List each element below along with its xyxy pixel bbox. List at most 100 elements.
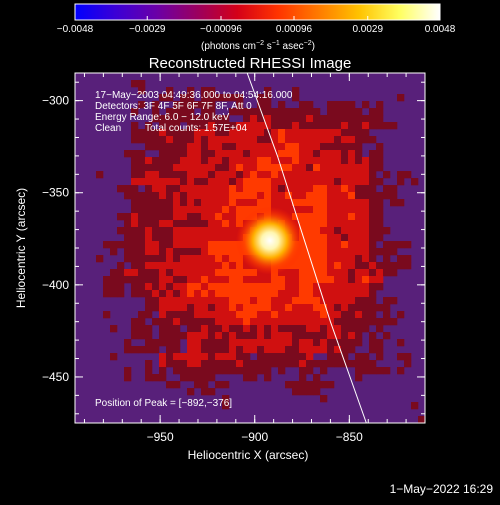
- heatmap-cell: [145, 164, 153, 172]
- heatmap-cell: [285, 143, 293, 151]
- heatmap-cell: [173, 297, 181, 305]
- heatmap-cell: [299, 227, 307, 235]
- heatmap-cell: [222, 129, 230, 137]
- heatmap-cell: [236, 283, 244, 291]
- heatmap-cell: [250, 325, 258, 333]
- heatmap-cell: [348, 360, 356, 368]
- heatmap-cell: [222, 178, 230, 186]
- x-axis-ticks: −950 −900 −850: [83, 73, 426, 444]
- heatmap-cell: [187, 262, 195, 270]
- heatmap-cell: [159, 178, 167, 186]
- heatmap-cell: [194, 129, 202, 137]
- heatmap-cell: [271, 283, 279, 291]
- chart-title: Reconstructed RHESSI Image: [149, 55, 352, 72]
- heatmap-cell: [201, 227, 209, 235]
- heatmap-cell: [306, 213, 314, 221]
- heatmap-cell: [313, 311, 321, 319]
- heatmap-cell: [236, 178, 244, 186]
- heatmap-cell: [285, 381, 293, 389]
- heatmap-cell: [348, 143, 356, 151]
- heatmap-cell: [215, 206, 223, 214]
- heatmap-cell: [299, 283, 307, 291]
- heatmap-cell: [201, 101, 209, 109]
- heatmap-cell: [334, 227, 342, 235]
- heatmap-cell: [264, 87, 272, 95]
- heatmap-cell: [103, 283, 111, 291]
- heatmap-cell: [271, 164, 279, 172]
- heatmap-cell: [229, 248, 237, 256]
- heatmap-cell: [313, 290, 321, 298]
- heatmap-cell: [250, 276, 258, 284]
- heatmap-cell: [201, 388, 209, 396]
- heatmap-cell: [222, 248, 230, 256]
- heatmap-cell: [187, 304, 195, 312]
- heatmap-cell: [348, 290, 356, 298]
- heatmap-cell: [229, 143, 237, 151]
- heatmap-cell: [362, 164, 370, 172]
- heatmap-cell: [376, 339, 384, 347]
- heatmap-cell: [404, 171, 412, 179]
- heatmap-cell: [138, 325, 146, 333]
- algorithm-label: Clean: [95, 123, 121, 134]
- heatmap-cell: [180, 374, 188, 382]
- heatmap-cell: [355, 290, 363, 298]
- heatmap-cell: [271, 353, 279, 361]
- heatmap-cell: [194, 206, 202, 214]
- heatmap-cell: [201, 199, 209, 207]
- heatmap-cell: [180, 220, 188, 228]
- heatmap-cell: [131, 283, 139, 291]
- heatmap-cell: [131, 318, 139, 326]
- heatmap-cell: [285, 276, 293, 284]
- heatmap-cell: [159, 304, 167, 312]
- heatmap-cell: [369, 297, 377, 305]
- heatmap-cell: [355, 332, 363, 340]
- heatmap-cell: [222, 367, 230, 375]
- heatmap-cell: [152, 269, 160, 277]
- heatmap-cell: [355, 311, 363, 319]
- heatmap-cell: [208, 220, 216, 228]
- heatmap-cell: [166, 87, 174, 95]
- heatmap-cell: [264, 332, 272, 340]
- heatmap-cell: [159, 262, 167, 270]
- heatmap-cell: [145, 241, 153, 249]
- heatmap-cell: [278, 178, 286, 186]
- heatmap-cell: [201, 367, 209, 375]
- heatmap-cell: [264, 150, 272, 158]
- heatmap-cell: [166, 171, 174, 179]
- heatmap-cell: [250, 346, 258, 354]
- heatmap-cell: [404, 353, 412, 361]
- heatmap-cell: [257, 129, 265, 137]
- heatmap-cell: [355, 304, 363, 312]
- heatmap-image: [75, 73, 425, 423]
- heatmap-cell: [215, 227, 223, 235]
- heatmap-cell: [138, 87, 146, 95]
- heatmap-cell: [180, 276, 188, 284]
- heatmap-cell: [327, 381, 335, 389]
- heatmap-cell: [299, 346, 307, 354]
- heatmap-cell: [285, 290, 293, 298]
- heatmap-cell: [369, 192, 377, 200]
- heatmap-cell: [313, 150, 321, 158]
- heatmap-cell: [264, 297, 272, 305]
- heatmap-cell: [229, 136, 237, 144]
- heatmap-cell: [180, 185, 188, 193]
- heatmap-cell: [271, 129, 279, 137]
- heatmap-cell: [376, 143, 384, 151]
- heatmap-cell: [264, 122, 272, 130]
- heatmap-cell: [159, 164, 167, 172]
- heatmap-cell: [194, 150, 202, 158]
- heatmap-cell: [152, 157, 160, 165]
- heatmap-cell: [334, 206, 342, 214]
- heatmap-cell: [138, 241, 146, 249]
- heatmap-cell: [145, 185, 153, 193]
- heatmap-cell: [334, 108, 342, 116]
- heatmap-cell: [173, 101, 181, 109]
- heatmap-cell: [264, 276, 272, 284]
- heatmap-cell: [152, 220, 160, 228]
- heatmap-cell: [187, 220, 195, 228]
- heatmap-cell: [320, 318, 328, 326]
- heatmap-cell: [194, 178, 202, 186]
- heatmap-cell: [152, 178, 160, 186]
- heatmap-cell: [334, 150, 342, 158]
- heatmap-cell: [250, 269, 258, 277]
